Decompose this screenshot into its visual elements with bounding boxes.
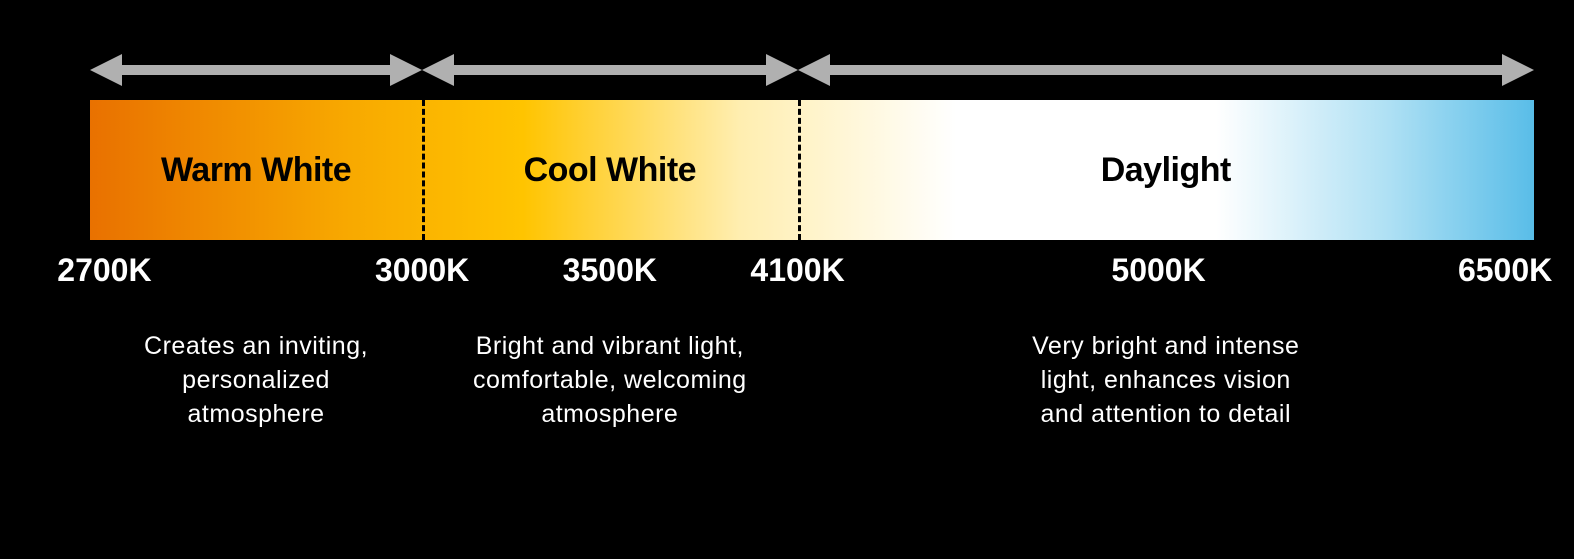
kelvin-tick-4: 5000K	[1111, 252, 1205, 289]
arrow-head-left-icon	[90, 50, 122, 90]
kelvin-tick-2: 3500K	[563, 252, 657, 289]
color-temperature-infographic: Warm WhiteCool WhiteDaylight 2700K 3000K 3…	[0, 0, 1574, 559]
arrow-head-right-icon	[390, 50, 422, 90]
zone-description-1: Bright and vibrant light,comfortable, we…	[422, 330, 797, 431]
zone-description-line: light, enhances vision	[818, 364, 1514, 398]
kelvin-tick-3: 4100K	[750, 252, 844, 289]
spectrum-zone-labels: Warm WhiteCool WhiteDaylight	[90, 100, 1534, 240]
zone-label-1: Cool White	[422, 100, 797, 240]
zone-description-line: atmosphere	[110, 398, 402, 432]
zone-description-line: personalized	[110, 364, 402, 398]
zone-description-0: Creates an inviting,personalizedatmosphe…	[90, 330, 422, 431]
range-arrow-1	[422, 50, 797, 90]
arrow-head-left-icon	[798, 50, 830, 90]
kelvin-tick-5: 6500K	[1458, 252, 1552, 289]
zone-description-line: Very bright and intense	[818, 330, 1514, 364]
spectrum-bar: Warm WhiteCool WhiteDaylight	[90, 100, 1534, 240]
zone-description-2: Very bright and intenselight, enhances v…	[798, 330, 1534, 431]
range-arrow-2	[798, 50, 1534, 90]
zone-label-0: Warm White	[90, 100, 422, 240]
zone-description-line: atmosphere	[442, 398, 777, 432]
zone-description-line: Creates an inviting,	[110, 330, 402, 364]
zone-description-line: and attention to detail	[818, 398, 1514, 432]
zone-description-line: comfortable, welcoming	[442, 364, 777, 398]
kelvin-tick-0: 2700K	[57, 252, 151, 289]
arrow-head-left-icon	[422, 50, 454, 90]
kelvin-scale: 2700K3000K3500K4100K5000K6500K	[90, 252, 1534, 312]
arrow-head-right-icon	[766, 50, 798, 90]
range-arrows-row	[90, 50, 1534, 90]
arrow-head-right-icon	[1502, 50, 1534, 90]
zone-label-2: Daylight	[798, 100, 1534, 240]
zone-description-line: Bright and vibrant light,	[442, 330, 777, 364]
range-arrow-0	[90, 50, 422, 90]
kelvin-tick-1: 3000K	[375, 252, 469, 289]
